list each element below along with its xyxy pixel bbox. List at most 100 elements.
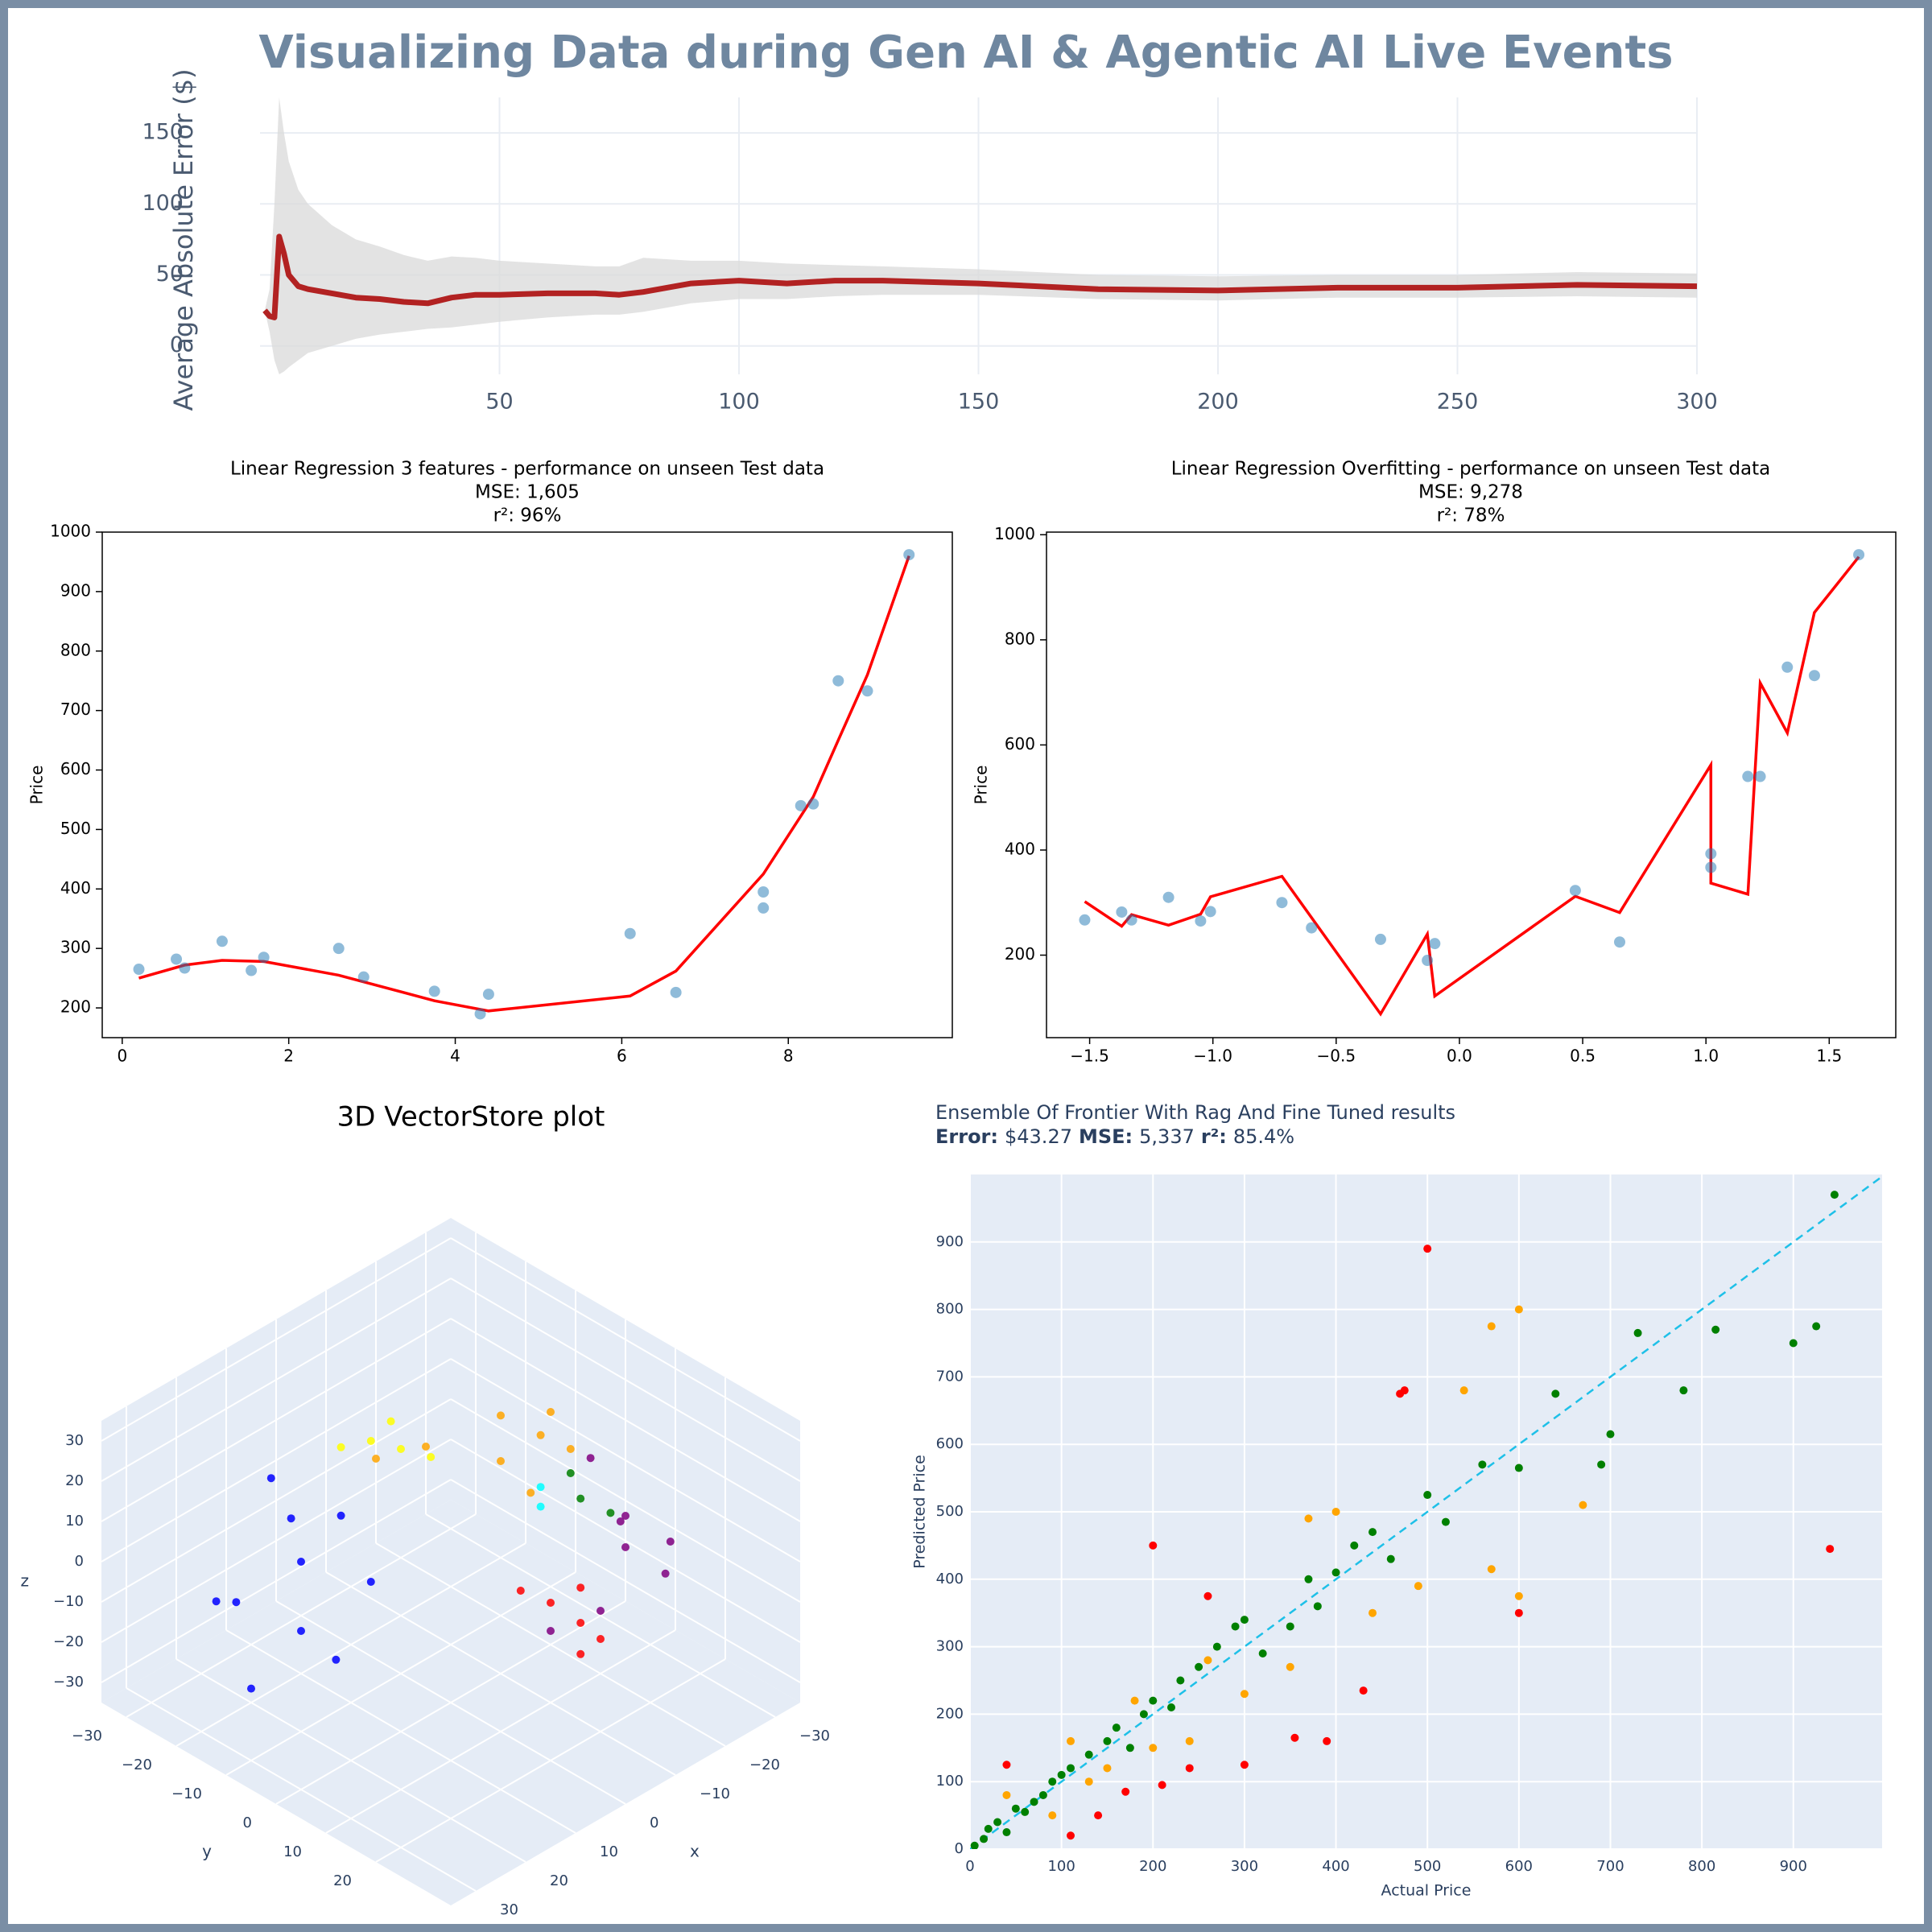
point (1286, 1662, 1294, 1671)
point (1149, 1541, 1158, 1550)
grid-line (325, 1629, 676, 1834)
point (1830, 1191, 1839, 1199)
point (1002, 1790, 1011, 1799)
chart-title: 3D VectorStore plot (337, 1101, 605, 1133)
point (576, 1494, 585, 1503)
grid-line (450, 1278, 801, 1482)
point (1487, 1565, 1496, 1574)
x-tick-label: 300 (1676, 390, 1718, 415)
grid-line (450, 1398, 801, 1603)
y-tick-label: 900 (60, 580, 91, 600)
point (171, 953, 183, 965)
y-tick-label: 1000 (50, 522, 91, 541)
y-tick-label: 500 (936, 1503, 964, 1520)
point (1067, 1831, 1075, 1840)
tick-label: −10 (171, 1785, 202, 1802)
x-tick-label: 500 (1414, 1858, 1441, 1875)
point (1067, 1764, 1075, 1773)
y-tick-label: 800 (1005, 629, 1035, 648)
tick-label: −30 (72, 1728, 102, 1744)
subtitle-part: Error: (935, 1125, 998, 1148)
point (386, 1417, 395, 1426)
grid-line (101, 1398, 452, 1603)
y-tick-label: 300 (60, 938, 91, 957)
grid-line (225, 1571, 576, 1776)
chart-title: r²: 78% (1437, 506, 1505, 526)
point (1633, 1328, 1642, 1337)
point (621, 1512, 630, 1520)
point (1459, 1386, 1468, 1395)
point (1079, 914, 1091, 926)
x-tick-label: 300 (1231, 1858, 1258, 1875)
grid-line (101, 1278, 452, 1482)
y-tick-label: 700 (60, 700, 91, 719)
point (1514, 1591, 1523, 1600)
y-tick-label: 400 (936, 1571, 964, 1587)
grid-line (275, 1600, 626, 1805)
point (332, 1655, 341, 1664)
point (1048, 1811, 1057, 1820)
x-tick-label: 100 (1047, 1858, 1075, 1875)
point (586, 1454, 595, 1463)
grid-line (101, 1237, 452, 1442)
point (970, 1841, 979, 1849)
tick-label: 0 (650, 1814, 658, 1831)
point (536, 1430, 545, 1439)
grid-line (450, 1479, 801, 1683)
point (1162, 891, 1174, 903)
grid-line (375, 1658, 726, 1863)
point (1423, 1245, 1432, 1253)
y-tick-label: 700 (936, 1368, 964, 1385)
x-tick-label: 700 (1596, 1858, 1624, 1875)
point (1429, 938, 1441, 950)
point (1711, 1325, 1720, 1334)
page-title: Visualizing Data during Gen AI & Agentic… (258, 27, 1673, 79)
y-tick-label: 300 (936, 1638, 964, 1655)
subtitle-part: r²: (1201, 1125, 1227, 1148)
point (1011, 1804, 1020, 1813)
point (980, 1835, 989, 1843)
tick-label: 10 (283, 1843, 302, 1860)
point (1195, 915, 1207, 927)
point (1812, 1322, 1821, 1331)
point (1781, 661, 1794, 673)
subtitle-part: $43.27 (1005, 1125, 1072, 1148)
plot-area (133, 549, 915, 1020)
point (1826, 1545, 1835, 1554)
point (1569, 885, 1581, 897)
point (1597, 1460, 1606, 1469)
y-tick-label: 200 (936, 1705, 964, 1722)
point (1705, 848, 1717, 860)
point (133, 964, 145, 976)
y-tick-label: 400 (1005, 839, 1035, 858)
point (1551, 1389, 1560, 1398)
point (1359, 1686, 1368, 1695)
tick-label: −20 (122, 1757, 152, 1773)
point (1038, 1790, 1047, 1799)
point (1290, 1733, 1299, 1742)
point (861, 685, 873, 697)
x-tick-label: 0 (965, 1858, 974, 1875)
point (1400, 1386, 1409, 1395)
x-tick-label: 0.0 (1447, 1046, 1472, 1066)
point (1679, 1386, 1688, 1395)
point (1203, 1591, 1212, 1600)
point (1422, 955, 1434, 967)
point (1789, 1339, 1798, 1348)
point (1240, 1761, 1249, 1769)
plot-frame (1046, 531, 1897, 1038)
point (1286, 1622, 1294, 1631)
point (216, 935, 228, 947)
y-axis-title: Predicted Price (911, 1455, 929, 1569)
point (1185, 1736, 1194, 1745)
point (758, 902, 770, 914)
point (1094, 1811, 1103, 1820)
point (397, 1445, 405, 1453)
x-tick-label: 200 (1139, 1858, 1166, 1875)
point (428, 985, 440, 997)
y-tick-label: 600 (1005, 734, 1035, 753)
x-tick-label: 1.0 (1693, 1046, 1719, 1066)
point (670, 986, 682, 998)
point (1116, 906, 1128, 918)
